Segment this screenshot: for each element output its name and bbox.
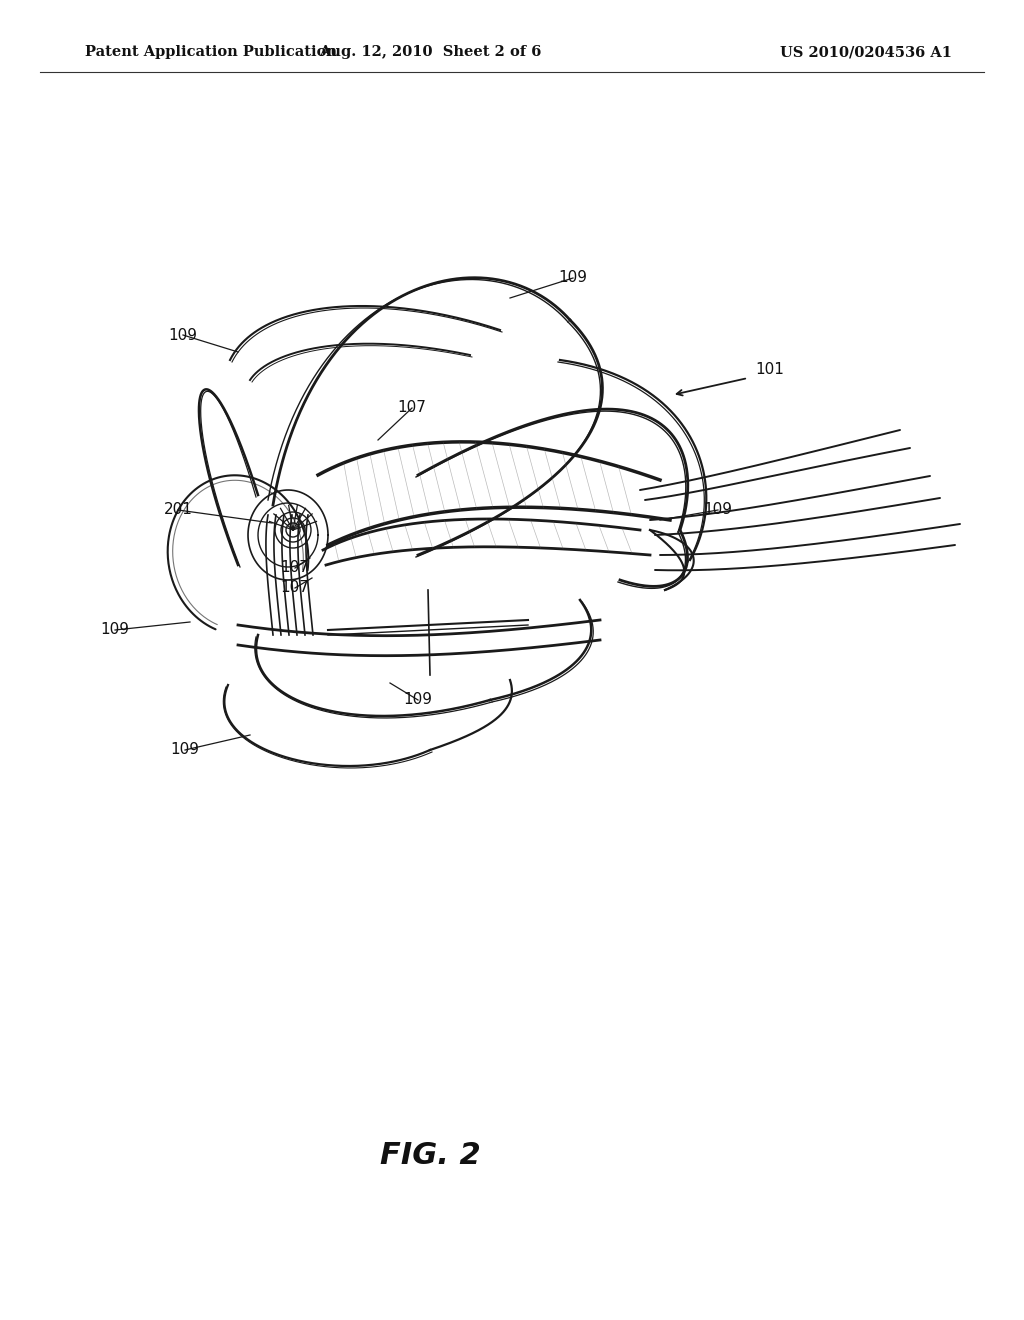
Text: 101: 101: [755, 363, 784, 378]
Text: 109: 109: [100, 623, 129, 638]
Text: FIG. 2: FIG. 2: [380, 1140, 480, 1170]
Text: Patent Application Publication: Patent Application Publication: [85, 45, 337, 59]
Text: 109: 109: [403, 693, 432, 708]
Text: 107: 107: [397, 400, 426, 416]
Text: 107: 107: [281, 581, 309, 595]
Text: 109: 109: [558, 271, 588, 285]
Text: 109: 109: [169, 327, 198, 342]
Text: US 2010/0204536 A1: US 2010/0204536 A1: [780, 45, 952, 59]
Text: 107: 107: [281, 561, 309, 576]
Text: 109: 109: [171, 742, 200, 758]
Text: 201: 201: [164, 503, 193, 517]
Text: 109: 109: [703, 503, 732, 517]
Text: Aug. 12, 2010  Sheet 2 of 6: Aug. 12, 2010 Sheet 2 of 6: [318, 45, 542, 59]
